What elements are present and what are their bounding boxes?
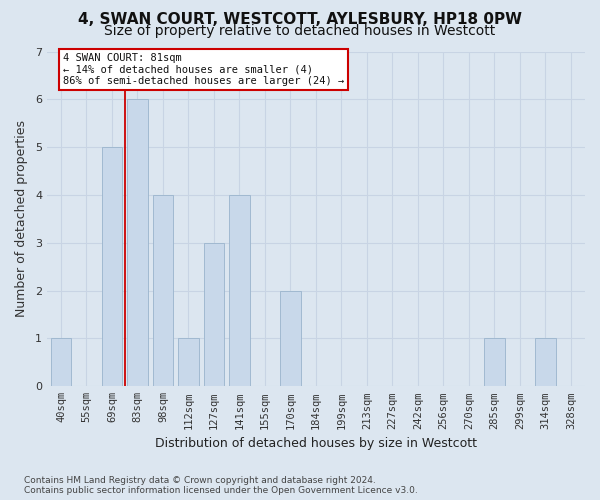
Bar (280, 290, 301, 386)
Bar (50, 338, 71, 386)
Bar (203, 243, 224, 386)
Bar (152, 195, 173, 386)
Text: Contains HM Land Registry data © Crown copyright and database right 2024.
Contai: Contains HM Land Registry data © Crown c… (24, 476, 418, 495)
Bar (535, 338, 556, 386)
Text: 4, SWAN COURT, WESTCOTT, AYLESBURY, HP18 0PW: 4, SWAN COURT, WESTCOTT, AYLESBURY, HP18… (78, 12, 522, 28)
Bar (229, 195, 250, 386)
X-axis label: Distribution of detached houses by size in Westcott: Distribution of detached houses by size … (155, 437, 477, 450)
Y-axis label: Number of detached properties: Number of detached properties (15, 120, 28, 318)
Bar (484, 338, 505, 386)
Bar (101, 147, 122, 386)
Bar (178, 338, 199, 386)
Bar (127, 100, 148, 387)
Text: 4 SWAN COURT: 81sqm
← 14% of detached houses are smaller (4)
86% of semi-detache: 4 SWAN COURT: 81sqm ← 14% of detached ho… (63, 53, 344, 86)
Text: Size of property relative to detached houses in Westcott: Size of property relative to detached ho… (104, 24, 496, 38)
